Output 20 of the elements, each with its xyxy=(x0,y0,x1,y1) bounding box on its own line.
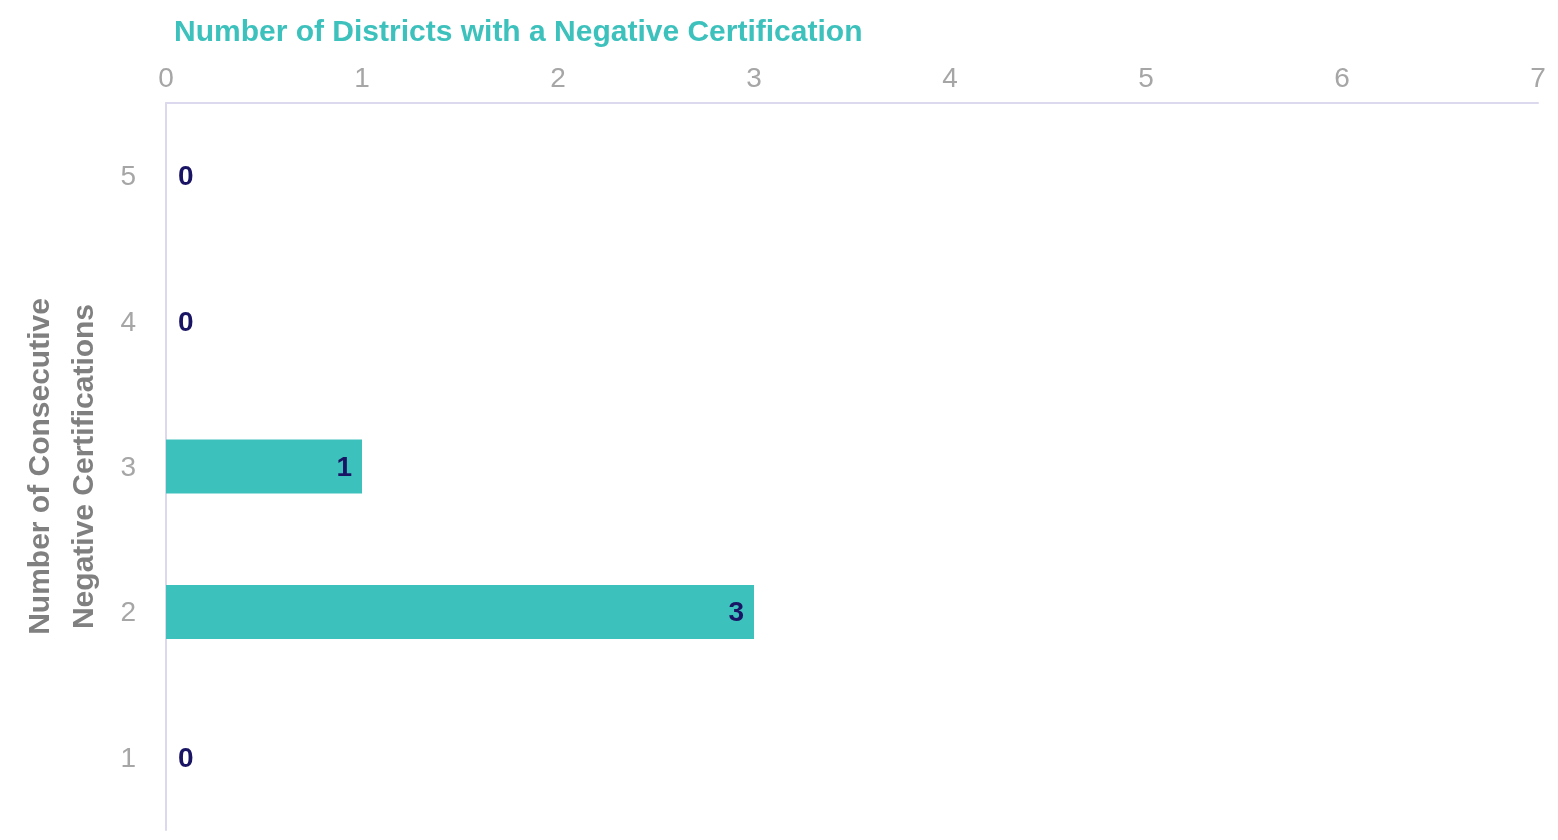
x-tick-label: 6 xyxy=(1334,61,1350,93)
x-tick-label: 2 xyxy=(550,61,566,93)
x-tick-label: 4 xyxy=(942,61,958,93)
x-axis-title: Number of Districts with a Negative Certification xyxy=(174,13,863,47)
y-tick-label: 2 xyxy=(120,596,136,628)
y-tick-label: 1 xyxy=(120,741,136,773)
data-label: 3 xyxy=(728,596,744,628)
x-tick-label: 3 xyxy=(746,61,762,93)
data-label: 0 xyxy=(178,160,194,192)
data-label: 0 xyxy=(178,741,194,773)
x-tick-label: 5 xyxy=(1138,61,1154,93)
y-tick-label: 5 xyxy=(120,160,136,192)
x-tick-label: 7 xyxy=(1530,61,1546,93)
x-tick-label: 1 xyxy=(354,61,370,93)
data-label: 0 xyxy=(178,305,194,337)
y-axis-title: Number of Consecutive Negative Certifications xyxy=(21,298,99,635)
y-tick-label: 4 xyxy=(120,305,136,337)
x-tick-label: 0 xyxy=(158,61,174,93)
y-tick-label: 3 xyxy=(120,451,136,482)
data-label: 1 xyxy=(336,451,352,482)
